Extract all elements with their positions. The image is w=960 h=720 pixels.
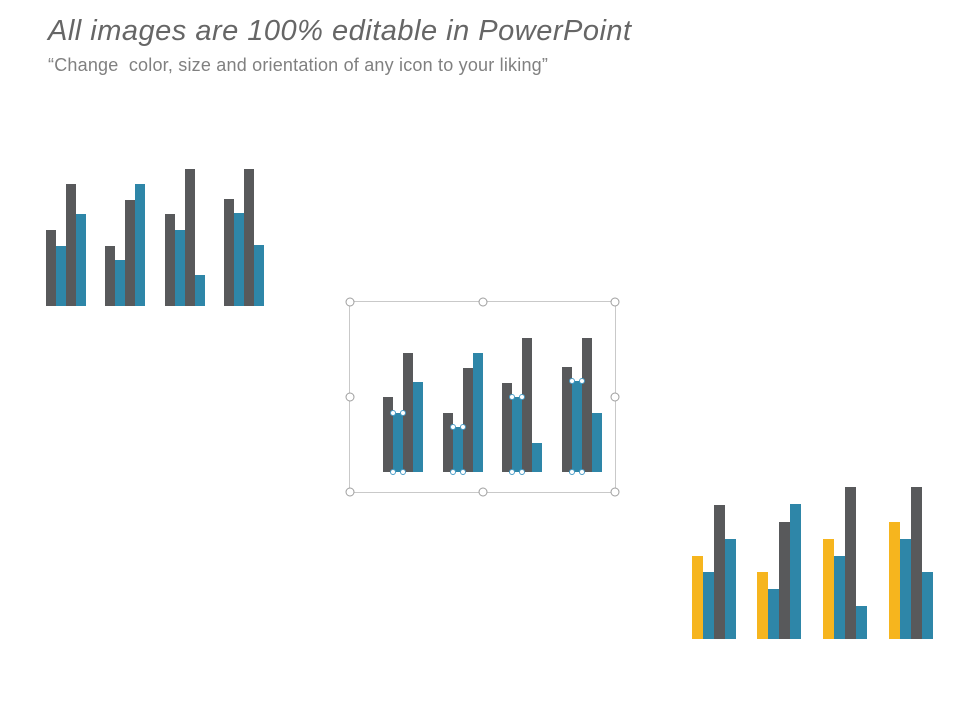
bar-gray[interactable] bbox=[443, 413, 453, 472]
bar-gray[interactable] bbox=[845, 487, 856, 639]
bar-blue[interactable] bbox=[512, 397, 522, 472]
edit-point[interactable] bbox=[509, 394, 515, 400]
bar-blue[interactable] bbox=[572, 381, 582, 472]
bar-blue[interactable] bbox=[922, 572, 933, 639]
edit-point[interactable] bbox=[579, 469, 585, 475]
bar-blue[interactable] bbox=[768, 589, 779, 639]
resize-handle-middle-right[interactable] bbox=[610, 392, 620, 402]
resize-handle-top-right[interactable] bbox=[610, 297, 620, 307]
bar-blue[interactable] bbox=[473, 353, 483, 472]
bar-gray[interactable] bbox=[522, 338, 532, 472]
bar-blue[interactable] bbox=[592, 413, 602, 472]
bar-gray[interactable] bbox=[66, 184, 76, 306]
bar-chart-icon-center-selected[interactable] bbox=[383, 338, 602, 475]
edit-point[interactable] bbox=[569, 469, 575, 475]
bar-blue[interactable] bbox=[725, 539, 736, 639]
bar-chart-icon-bottom-right[interactable] bbox=[692, 487, 934, 639]
bar-blue[interactable] bbox=[703, 572, 714, 639]
resize-handle-bottom-center[interactable] bbox=[478, 487, 487, 497]
edit-point[interactable] bbox=[460, 469, 466, 475]
bar-gray[interactable] bbox=[224, 199, 234, 306]
bar-gray[interactable] bbox=[244, 169, 254, 306]
edit-point[interactable] bbox=[390, 410, 396, 416]
bar-gray[interactable] bbox=[403, 353, 413, 472]
bar-blue[interactable] bbox=[56, 246, 66, 306]
bar-yellow[interactable] bbox=[692, 556, 703, 639]
bar-gray[interactable] bbox=[185, 169, 195, 306]
edit-point[interactable] bbox=[569, 378, 575, 384]
bar-blue[interactable] bbox=[856, 606, 867, 639]
edit-point[interactable] bbox=[460, 424, 466, 430]
resize-handle-middle-left[interactable] bbox=[345, 392, 355, 402]
bar-chart-icon-top-left[interactable] bbox=[46, 169, 264, 306]
slide-title: All images are 100% editable in PowerPoi… bbox=[48, 15, 632, 47]
bar-gray[interactable] bbox=[165, 214, 175, 306]
bar-yellow[interactable] bbox=[823, 539, 834, 639]
edit-point[interactable] bbox=[519, 469, 525, 475]
edit-point[interactable] bbox=[579, 378, 585, 384]
bar-gray[interactable] bbox=[105, 246, 115, 306]
slide-header: All images are 100% editable in PowerPoi… bbox=[48, 14, 632, 76]
bar-yellow[interactable] bbox=[757, 572, 768, 639]
bar-gray[interactable] bbox=[463, 368, 473, 472]
bar-blue[interactable] bbox=[900, 539, 911, 639]
bar-gray[interactable] bbox=[502, 383, 512, 472]
resize-handle-bottom-right[interactable] bbox=[610, 487, 620, 497]
bar-blue[interactable] bbox=[76, 214, 86, 306]
bar-yellow[interactable] bbox=[889, 522, 900, 639]
bar-blue[interactable] bbox=[413, 382, 423, 472]
edit-point[interactable] bbox=[509, 469, 515, 475]
bar-gray[interactable] bbox=[46, 230, 56, 306]
bar-blue[interactable] bbox=[453, 427, 463, 472]
slide-subtitle: “Change color, size and orientation of a… bbox=[48, 54, 549, 75]
edit-point[interactable] bbox=[400, 410, 406, 416]
edit-point[interactable] bbox=[450, 469, 456, 475]
resize-handle-bottom-left[interactable] bbox=[345, 487, 355, 497]
bar-blue[interactable] bbox=[254, 245, 264, 306]
bar-gray[interactable] bbox=[911, 487, 922, 639]
bar-gray[interactable] bbox=[714, 505, 725, 639]
bar-blue[interactable] bbox=[532, 443, 542, 472]
bar-gray[interactable] bbox=[125, 200, 135, 306]
bar-blue[interactable] bbox=[115, 260, 125, 306]
resize-handle-top-center[interactable] bbox=[478, 297, 487, 307]
bar-blue[interactable] bbox=[834, 556, 845, 639]
bar-gray[interactable] bbox=[562, 367, 572, 472]
bar-blue[interactable] bbox=[790, 504, 801, 639]
bar-blue[interactable] bbox=[393, 413, 403, 472]
bar-blue[interactable] bbox=[234, 213, 244, 306]
bar-gray[interactable] bbox=[383, 397, 393, 472]
edit-point[interactable] bbox=[450, 424, 456, 430]
selection-box[interactable] bbox=[345, 297, 620, 497]
edit-point[interactable] bbox=[390, 469, 396, 475]
edit-point[interactable] bbox=[400, 469, 406, 475]
resize-handle-top-left[interactable] bbox=[345, 297, 355, 307]
edit-point[interactable] bbox=[519, 394, 525, 400]
bar-blue[interactable] bbox=[175, 230, 185, 306]
bar-blue[interactable] bbox=[195, 275, 205, 306]
bar-gray[interactable] bbox=[582, 338, 592, 472]
bar-gray[interactable] bbox=[779, 522, 790, 639]
bar-blue[interactable] bbox=[135, 184, 145, 306]
